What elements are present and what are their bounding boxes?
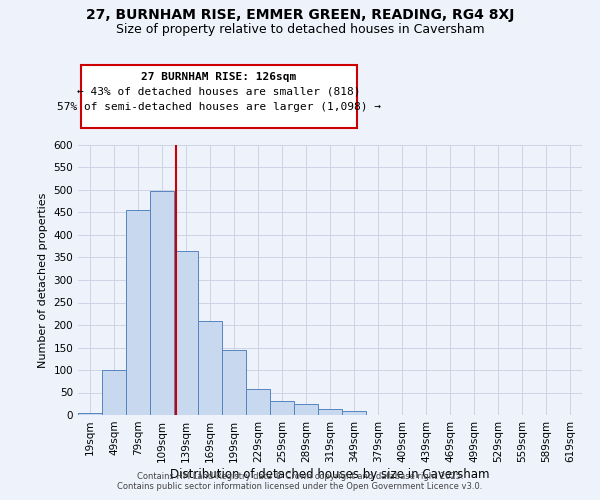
Bar	[198, 320, 222, 415]
Bar	[150, 191, 174, 415]
Bar	[342, 412, 366, 415]
Bar	[318, 409, 342, 415]
Bar	[246, 390, 270, 415]
Bar	[222, 350, 246, 415]
Bar	[294, 404, 318, 415]
X-axis label: Distribution of detached houses by size in Caversham: Distribution of detached houses by size …	[170, 468, 490, 480]
Text: Size of property relative to detached houses in Caversham: Size of property relative to detached ho…	[116, 22, 484, 36]
Text: 57% of semi-detached houses are larger (1,098) →: 57% of semi-detached houses are larger (…	[57, 102, 381, 112]
Text: 27 BURNHAM RISE: 126sqm: 27 BURNHAM RISE: 126sqm	[142, 72, 296, 82]
Bar	[102, 370, 126, 415]
Text: Contains HM Land Registry data © Crown copyright and database right 2025.: Contains HM Land Registry data © Crown c…	[137, 472, 463, 481]
Text: Contains public sector information licensed under the Open Government Licence v3: Contains public sector information licen…	[118, 482, 482, 491]
Text: ← 43% of detached houses are smaller (818): ← 43% of detached houses are smaller (81…	[77, 87, 361, 97]
Bar	[126, 210, 150, 415]
Bar	[78, 413, 102, 415]
Bar	[174, 250, 198, 415]
Text: 27, BURNHAM RISE, EMMER GREEN, READING, RG4 8XJ: 27, BURNHAM RISE, EMMER GREEN, READING, …	[86, 8, 514, 22]
Bar	[270, 400, 294, 415]
Y-axis label: Number of detached properties: Number of detached properties	[38, 192, 48, 368]
